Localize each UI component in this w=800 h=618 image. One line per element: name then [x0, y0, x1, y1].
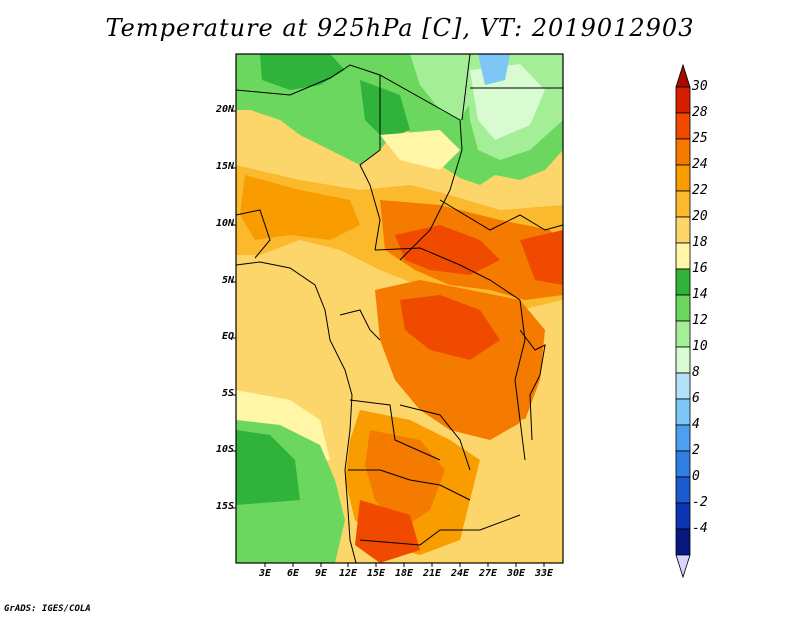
field-28-south — [355, 500, 420, 563]
lon-label-30e: 30E — [506, 568, 526, 579]
colorbar-swatch — [675, 268, 691, 296]
lat-label-15s: 15S — [215, 501, 234, 512]
colorbar-swatch — [675, 320, 691, 348]
border-chad-sudan — [379, 74, 463, 261]
lat-label-eq: EQ — [221, 331, 234, 342]
colorbar-label: 2 — [692, 443, 700, 458]
field-25-south — [365, 430, 445, 530]
colorbar-label: 0 — [692, 469, 700, 484]
colorbar-label: 22 — [692, 183, 708, 198]
colorbar-label: 12 — [692, 313, 708, 328]
border-gabon — [339, 309, 381, 341]
colorbar-swatch — [675, 450, 691, 478]
border-sudan-south — [439, 199, 564, 231]
colorbar-label: -4 — [692, 521, 708, 536]
border-drc-south — [399, 404, 471, 471]
colorbar-label: 16 — [692, 261, 708, 276]
field-28-east — [520, 230, 563, 285]
lon-label-33e: 33E — [534, 568, 554, 579]
colorbar-label: 18 — [692, 235, 708, 250]
field-28-car — [395, 225, 500, 275]
border-west-africa — [235, 209, 271, 259]
field-cool-16b — [360, 80, 410, 140]
lat-label-15n: 15N — [215, 161, 234, 172]
colorbar-swatch — [675, 424, 691, 452]
field-24-west — [240, 175, 360, 240]
colorbar-swatch — [675, 398, 691, 426]
colorbar-swatch — [675, 372, 691, 400]
colorbar-swatch — [675, 502, 691, 530]
colorbar-label: 25 — [692, 131, 708, 146]
lat-ticks — [232, 110, 236, 509]
colorbar-label: 14 — [692, 287, 708, 302]
colorbar-label: 10 — [692, 339, 708, 354]
border-libya-egypt — [461, 53, 471, 121]
colorbar-swatch — [675, 528, 691, 556]
colorbar — [675, 63, 691, 579]
grads-credit: GrADS: IGES/COLA — [4, 604, 91, 614]
colorbar-swatch — [675, 112, 691, 140]
border-south — [359, 514, 521, 546]
field-18 — [380, 130, 460, 170]
lon-label-18e: 18E — [394, 568, 414, 579]
colorbar-swatch — [675, 138, 691, 166]
colorbar-label: -2 — [692, 495, 708, 510]
lat-label-20n: 20N — [215, 104, 234, 115]
lon-label-3e: 3E — [258, 568, 272, 579]
colorbar-bottom-cap — [675, 554, 691, 579]
colorbar-swatch — [675, 242, 691, 270]
field-cool-12 — [410, 54, 475, 120]
colorbar-swatch — [675, 216, 691, 244]
lat-label-5n: 5N — [221, 275, 234, 286]
lon-label-21e: 21E — [422, 568, 442, 579]
map-frame — [235, 53, 564, 564]
colorbar-swatch — [675, 86, 691, 114]
lat-label-5s: 5S — [221, 388, 234, 399]
temperature-field — [236, 54, 563, 563]
border-car — [374, 247, 521, 301]
lon-label-9e: 9E — [314, 568, 328, 579]
colorbar-label: 28 — [692, 105, 708, 120]
colorbar-swatch — [675, 164, 691, 192]
field-cool-6 — [478, 54, 510, 85]
border-angola-south — [348, 469, 471, 501]
border-niger-chad — [235, 64, 381, 251]
colorbar-swatch — [675, 294, 691, 322]
lon-ticks — [264, 563, 545, 567]
lat-label-10s: 10S — [215, 444, 234, 455]
colorbar-label: 30 — [692, 79, 708, 94]
chart-title: Temperature at 925hPa [C], VT: 201901290… — [105, 14, 695, 42]
border-rift — [514, 299, 526, 461]
colorbar-swatch — [675, 190, 691, 218]
colorbar-top-cap — [675, 63, 691, 88]
colorbar-label: 8 — [692, 365, 700, 380]
lake-victoria-region — [519, 329, 546, 441]
coastline-west — [235, 261, 357, 564]
lon-label-6e: 6E — [286, 568, 300, 579]
border-angola-north — [349, 399, 441, 461]
colorbar-swatch — [675, 346, 691, 374]
colorbar-label: 20 — [692, 209, 708, 224]
colorbar-swatch — [675, 476, 691, 504]
borders — [235, 53, 564, 564]
field-20-east — [510, 410, 563, 530]
lat-label-10n: 10N — [215, 218, 234, 229]
lon-label-15e: 15E — [366, 568, 386, 579]
lon-label-27e: 27E — [478, 568, 498, 579]
colorbar-label: 4 — [692, 417, 700, 432]
lon-label-24e: 24E — [450, 568, 470, 579]
colorbar-label: 24 — [692, 157, 708, 172]
field-28-congo — [400, 295, 500, 360]
colorbar-label: 6 — [692, 391, 700, 406]
field-ocean-16 — [236, 430, 300, 505]
lon-label-12e: 12E — [338, 568, 358, 579]
